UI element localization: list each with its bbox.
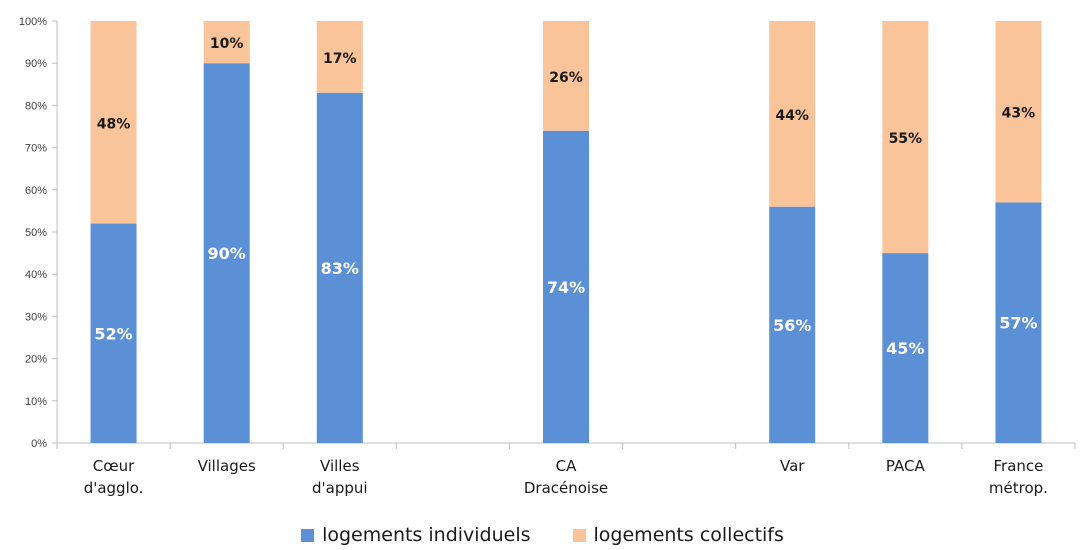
bar-individuels xyxy=(316,92,363,444)
bar-collectifs xyxy=(543,21,589,131)
data-label-collectifs: 17% xyxy=(323,51,357,67)
legend-item-individuels: logements individuels xyxy=(301,524,531,546)
legend-label-collectifs: logements collectifs xyxy=(593,524,784,546)
y-tick-label: 50% xyxy=(25,227,47,239)
legend-label-individuels: logements individuels xyxy=(322,524,531,546)
x-category-label: Cœur xyxy=(93,457,135,475)
bar-individuels xyxy=(203,63,250,443)
y-tick-label: 60% xyxy=(25,185,47,197)
stacked-bar-chart: 0% 10% 20% 30% 40% 50% 60% 70% 80% 90% 100% 52% 48% C… xyxy=(19,16,1076,497)
data-label-collectifs: 48% xyxy=(97,116,131,132)
bar-collectifs xyxy=(882,21,929,254)
data-label-individuels: 74% xyxy=(547,278,585,297)
data-label-collectifs: 26% xyxy=(549,70,583,86)
y-tick-label: 0% xyxy=(31,438,47,450)
data-label-individuels: 45% xyxy=(886,339,924,358)
bar-collectifs xyxy=(316,21,363,93)
data-label-collectifs: 10% xyxy=(210,36,244,52)
x-category-label: CA xyxy=(556,457,577,475)
legend-item-collectifs: logements collectifs xyxy=(572,524,784,546)
data-label-individuels: 56% xyxy=(773,316,811,335)
x-category-label: PACA xyxy=(886,457,926,475)
data-label-collectifs: 44% xyxy=(775,108,809,124)
data-label-individuels: 52% xyxy=(94,324,132,343)
x-category-label: d'agglo. xyxy=(84,479,144,497)
bar-individuels xyxy=(882,253,929,443)
y-tick-label: 20% xyxy=(25,354,47,366)
data-label-individuels: 83% xyxy=(321,259,359,278)
data-label-individuels: 90% xyxy=(208,244,246,263)
y-tick-label: 40% xyxy=(25,269,47,281)
legend-swatch-individuels xyxy=(301,528,315,542)
x-category-label: d'appui xyxy=(312,479,368,497)
x-category-label: Var xyxy=(780,457,805,475)
y-tick-label: 30% xyxy=(25,311,47,323)
x-category-label: Villages xyxy=(198,457,256,475)
bar-individuels xyxy=(995,202,1042,443)
x-category-label: Dracénoise xyxy=(524,479,608,497)
legend: logements individuels logements collecti… xyxy=(0,520,1085,550)
data-label-collectifs: 55% xyxy=(889,131,923,147)
data-label-individuels: 57% xyxy=(999,314,1037,333)
data-label-collectifs: 43% xyxy=(1002,106,1036,122)
y-tick-label: 70% xyxy=(25,143,47,155)
x-category-label: France xyxy=(993,457,1043,475)
y-tick-label: 80% xyxy=(25,100,47,112)
bar-individuels xyxy=(543,130,589,443)
y-tick-label: 100% xyxy=(19,16,47,28)
x-category-label: métrop. xyxy=(989,479,1048,497)
legend-swatch-collectifs xyxy=(572,528,586,542)
bar-individuels xyxy=(90,223,137,443)
bar-collectifs xyxy=(769,21,816,207)
x-category-label: Villes xyxy=(320,457,360,475)
bar-collectifs xyxy=(203,21,250,64)
bar-individuels xyxy=(769,206,816,443)
bar-collectifs xyxy=(995,21,1042,203)
y-tick-label: 90% xyxy=(25,58,47,70)
y-tick-label: 10% xyxy=(25,396,47,408)
bar-collectifs xyxy=(90,21,137,224)
